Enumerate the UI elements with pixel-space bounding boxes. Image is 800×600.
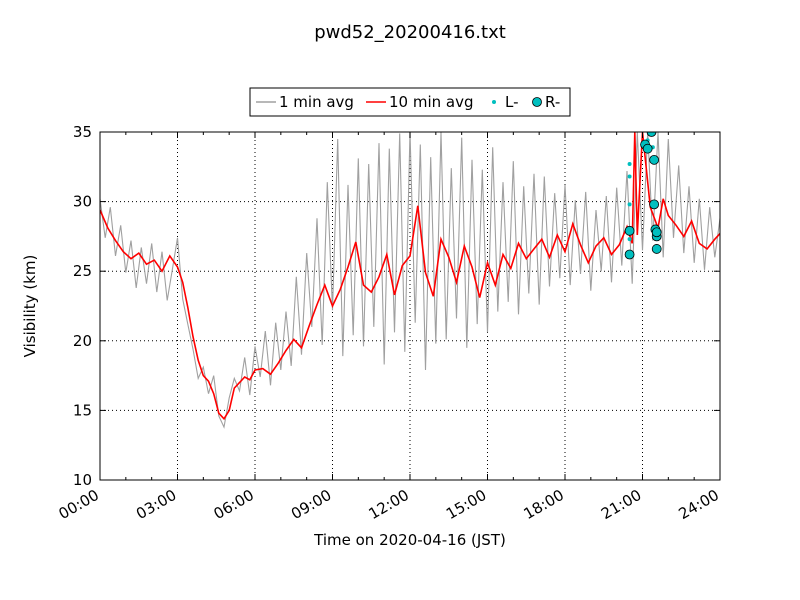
data-point-r	[649, 154, 660, 165]
data-point-l	[627, 174, 632, 179]
legend-swatch-r	[532, 97, 542, 107]
y-tick-label: 15	[73, 401, 92, 419]
y-tick-label: 25	[73, 262, 92, 280]
y-tick-label: 30	[73, 193, 92, 211]
series-layer	[100, 132, 720, 429]
legend-label-1-min-avg: 1 min avg	[279, 93, 354, 111]
data-point-r	[624, 249, 635, 260]
legend-box	[249, 87, 571, 117]
y-axis-label: Visibility (km)	[21, 255, 39, 358]
legend-label-r: R-	[545, 93, 560, 111]
y-tick-label: 10	[73, 471, 92, 489]
x-tick-label: 24:00	[676, 486, 722, 523]
x-tick-label: 03:00	[133, 486, 179, 523]
chart-title: pwd52_20200416.txt	[314, 22, 506, 43]
data-point-r	[651, 227, 662, 238]
series-line-1-min-avg	[100, 132, 720, 429]
legend-swatch-l	[492, 100, 496, 104]
legend: 1 min avg 10 min avg L- R-	[249, 87, 571, 117]
data-point-l	[627, 237, 632, 242]
data-point-l	[627, 162, 632, 167]
data-point-l	[627, 202, 632, 207]
data-point-r	[624, 225, 635, 236]
x-axis-label: Time on 2020-04-16 (JST)	[313, 531, 506, 549]
x-tick-label: 15:00	[443, 486, 489, 523]
x-tick-label: 00:00	[56, 486, 102, 523]
data-point-r	[651, 244, 662, 254]
data-point-r	[642, 143, 653, 154]
x-tick-label: 12:00	[366, 486, 412, 523]
data-point-r	[649, 199, 660, 210]
x-tick-label: 21:00	[598, 486, 644, 523]
x-tick-label: 09:00	[288, 486, 334, 523]
y-tick-label: 20	[73, 332, 92, 350]
y-tick-label: 35	[73, 123, 92, 141]
data-point-r	[646, 132, 657, 137]
legend-label-10-min-avg: 10 min avg	[389, 93, 474, 111]
grid-lines	[100, 132, 720, 480]
legend-label-l: L-	[505, 93, 519, 111]
x-tick-label: 06:00	[211, 486, 257, 523]
x-tick-label: 18:00	[521, 486, 567, 523]
